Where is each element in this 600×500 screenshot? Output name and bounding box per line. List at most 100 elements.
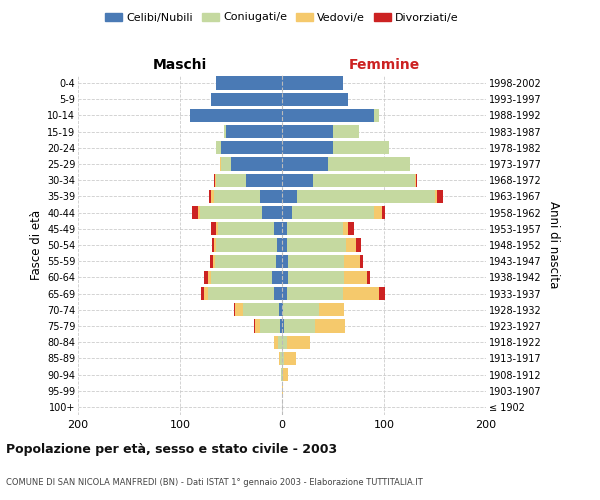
- Bar: [343, 222, 349, 235]
- Bar: [234, 303, 235, 316]
- Bar: [280, 352, 282, 365]
- Bar: [282, 303, 283, 316]
- Bar: [292, 206, 374, 220]
- Bar: [208, 270, 211, 284]
- Bar: [281, 368, 282, 381]
- Bar: [282, 174, 313, 187]
- Bar: [209, 254, 212, 268]
- Bar: [247, 174, 282, 187]
- Bar: [282, 206, 292, 220]
- Bar: [190, 109, 282, 122]
- Bar: [221, 141, 282, 154]
- Bar: [314, 320, 345, 332]
- Bar: [215, 254, 276, 268]
- Bar: [276, 254, 282, 268]
- Bar: [287, 238, 346, 252]
- Bar: [277, 238, 282, 252]
- Bar: [282, 287, 287, 300]
- Bar: [282, 158, 328, 170]
- Text: COMUNE DI SAN NICOLA MANFREDI (BN) - Dati ISTAT 1° gennaio 2003 - Elaborazione T: COMUNE DI SAN NICOLA MANFREDI (BN) - Dat…: [6, 478, 423, 487]
- Bar: [367, 270, 370, 284]
- Bar: [287, 222, 343, 235]
- Text: Femmine: Femmine: [349, 58, 419, 72]
- Bar: [211, 190, 214, 203]
- Bar: [260, 320, 280, 332]
- Bar: [279, 303, 282, 316]
- Bar: [211, 270, 272, 284]
- Bar: [359, 254, 362, 268]
- Bar: [282, 384, 283, 398]
- Bar: [282, 352, 284, 365]
- Bar: [333, 141, 389, 154]
- Bar: [208, 287, 274, 300]
- Bar: [202, 287, 205, 300]
- Bar: [313, 174, 415, 187]
- Bar: [262, 206, 282, 220]
- Bar: [272, 270, 282, 284]
- Bar: [214, 190, 260, 203]
- Bar: [288, 254, 344, 268]
- Bar: [282, 336, 287, 349]
- Bar: [205, 270, 208, 284]
- Bar: [282, 76, 343, 90]
- Legend: Celibi/Nubili, Coniugati/e, Vedovi/e, Divorziati/e: Celibi/Nubili, Coniugati/e, Vedovi/e, Di…: [101, 8, 463, 27]
- Bar: [282, 320, 284, 332]
- Bar: [282, 238, 287, 252]
- Bar: [343, 287, 379, 300]
- Bar: [284, 352, 296, 365]
- Bar: [374, 206, 382, 220]
- Bar: [282, 109, 374, 122]
- Bar: [282, 368, 283, 381]
- Bar: [260, 190, 282, 203]
- Bar: [379, 287, 385, 300]
- Bar: [279, 352, 280, 365]
- Bar: [435, 190, 437, 203]
- Bar: [211, 92, 282, 106]
- Bar: [333, 125, 359, 138]
- Bar: [328, 158, 410, 170]
- Bar: [282, 222, 287, 235]
- Bar: [282, 92, 349, 106]
- Bar: [346, 238, 356, 252]
- Bar: [287, 287, 343, 300]
- Bar: [282, 125, 333, 138]
- Bar: [226, 125, 282, 138]
- Bar: [256, 320, 260, 332]
- Y-axis label: Anni di nascita: Anni di nascita: [547, 202, 560, 288]
- Bar: [319, 303, 344, 316]
- Bar: [254, 320, 256, 332]
- Bar: [282, 141, 333, 154]
- Bar: [356, 238, 361, 252]
- Bar: [382, 206, 385, 220]
- Bar: [218, 222, 274, 235]
- Bar: [209, 190, 211, 203]
- Bar: [216, 141, 221, 154]
- Bar: [216, 238, 277, 252]
- Bar: [437, 190, 443, 203]
- Bar: [274, 336, 278, 349]
- Y-axis label: Fasce di età: Fasce di età: [29, 210, 43, 280]
- Bar: [214, 238, 216, 252]
- Bar: [274, 222, 282, 235]
- Bar: [215, 174, 216, 187]
- Bar: [283, 303, 319, 316]
- Bar: [212, 254, 215, 268]
- Bar: [235, 303, 243, 316]
- Bar: [211, 222, 216, 235]
- Bar: [280, 320, 282, 332]
- Bar: [192, 206, 199, 220]
- Bar: [283, 368, 288, 381]
- Bar: [221, 158, 231, 170]
- Bar: [231, 158, 282, 170]
- Bar: [374, 109, 379, 122]
- Bar: [216, 222, 218, 235]
- Bar: [216, 174, 247, 187]
- Bar: [282, 254, 288, 268]
- Bar: [199, 206, 200, 220]
- Bar: [415, 174, 416, 187]
- Text: Popolazione per età, sesso e stato civile - 2003: Popolazione per età, sesso e stato civil…: [6, 442, 337, 456]
- Bar: [282, 190, 298, 203]
- Bar: [212, 238, 214, 252]
- Bar: [284, 320, 314, 332]
- Bar: [344, 254, 359, 268]
